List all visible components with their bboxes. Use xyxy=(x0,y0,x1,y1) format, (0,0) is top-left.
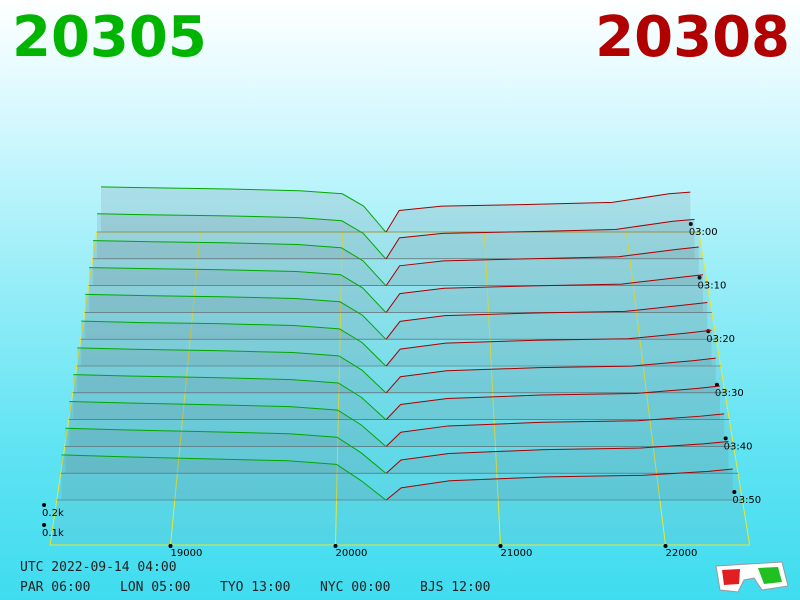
ask-depth-line xyxy=(385,191,691,233)
ask-depth-line xyxy=(385,302,708,340)
snapshot xyxy=(84,267,712,313)
depth-fill xyxy=(81,321,386,366)
bid-depth-line xyxy=(100,186,387,233)
depth-fill xyxy=(386,413,725,447)
price-tick-label: 20000 xyxy=(336,548,368,559)
depth-fill xyxy=(89,267,386,313)
snapshot xyxy=(92,213,704,260)
bid-depth-line xyxy=(73,374,387,420)
depth-fill xyxy=(97,213,386,259)
depth-fill xyxy=(386,330,712,366)
price-tick xyxy=(333,544,338,548)
snapshot: 03:50 xyxy=(56,454,761,506)
price-grid-line xyxy=(625,231,666,546)
time-label: 03:30 xyxy=(715,388,744,399)
depth-tick-label: 0.1k xyxy=(42,528,64,539)
price-grid-line xyxy=(335,231,343,546)
time-label: 03:00 xyxy=(689,227,718,238)
utc-time: UTC 2022-09-14 04:00 xyxy=(20,560,177,575)
price-grid-line xyxy=(483,231,501,546)
snapshot: 03:00 xyxy=(96,186,718,238)
depth-tick-label: 0.2k xyxy=(42,508,64,519)
bid-depth-line xyxy=(89,267,387,313)
depth-fill xyxy=(85,294,386,340)
time-label: 03:10 xyxy=(698,281,727,292)
depth-fill xyxy=(386,385,720,420)
price-tick-label: 21000 xyxy=(501,548,533,559)
ask-depth-line xyxy=(385,218,695,260)
time-label: 03:40 xyxy=(724,441,753,452)
price-tick-label: 19000 xyxy=(171,548,203,559)
snapshot: 03:10 xyxy=(88,240,727,292)
snapshot: 03:20 xyxy=(80,293,735,345)
city-time: BJS 12:00 xyxy=(420,580,491,595)
ask-depth-line xyxy=(385,246,699,286)
depth-fill xyxy=(93,240,386,286)
bid-depth-line xyxy=(69,400,387,447)
price-tick-label: 22000 xyxy=(666,548,698,559)
depth-fill xyxy=(61,454,386,500)
time-marker xyxy=(688,222,693,226)
depth-tick xyxy=(42,523,47,527)
depth-fill xyxy=(386,469,733,500)
3d-glasses-icon[interactable] xyxy=(712,556,792,596)
bid-depth-line xyxy=(93,240,387,286)
city-time: TYO 13:00 xyxy=(220,580,291,595)
depth-fill xyxy=(386,358,716,393)
bid-price: 20305 xyxy=(12,5,207,70)
city-time: LON 05:00 xyxy=(120,580,191,595)
bid-depth-line xyxy=(77,347,387,394)
depth-tick xyxy=(42,503,47,507)
depth-fill xyxy=(386,302,708,340)
city-time: PAR 06:00 xyxy=(20,580,91,595)
depth-fill xyxy=(386,441,729,474)
depth-fill xyxy=(101,186,386,232)
ask-depth-line xyxy=(385,413,725,447)
price-grid-line xyxy=(170,231,201,546)
ask-depth-line xyxy=(385,357,716,394)
bid-depth-line xyxy=(61,454,387,501)
ask-depth-line xyxy=(385,329,712,367)
ask-depth-line xyxy=(385,468,733,501)
bid-depth-line xyxy=(65,427,387,474)
bid-depth-line xyxy=(97,213,387,260)
time-marker xyxy=(723,436,728,441)
price-tick xyxy=(663,544,668,548)
ask-depth-line xyxy=(385,440,729,474)
bid-depth-line xyxy=(85,293,387,340)
depth-fill xyxy=(386,192,691,232)
ask-price: 20308 xyxy=(595,5,790,70)
ask-depth-line xyxy=(385,385,720,420)
snapshot: 03:30 xyxy=(72,347,744,399)
ask-depth-line xyxy=(385,274,704,313)
time-marker xyxy=(697,275,702,280)
price-tick xyxy=(498,544,503,548)
snapshot xyxy=(76,320,721,367)
price-tick xyxy=(168,544,173,548)
depth-fill xyxy=(77,347,386,393)
city-time: NYC 00:00 xyxy=(320,580,391,595)
bid-depth-line xyxy=(81,320,387,367)
time-label: 03:20 xyxy=(706,334,735,345)
time-marker xyxy=(732,490,737,494)
time-label: 03:50 xyxy=(732,495,761,506)
